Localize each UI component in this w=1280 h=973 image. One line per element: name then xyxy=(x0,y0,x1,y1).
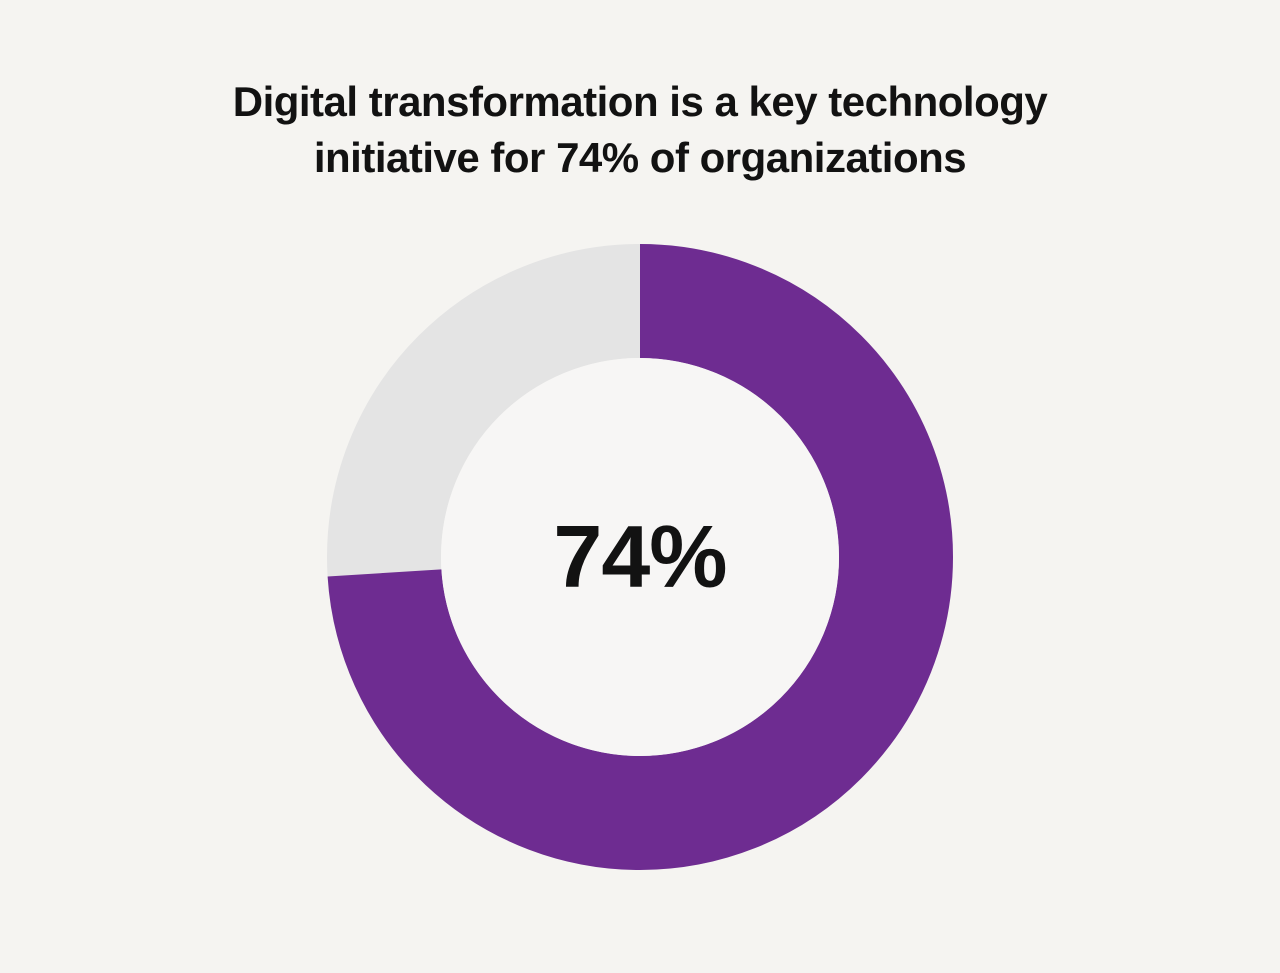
donut-chart: 74% xyxy=(326,243,954,871)
chart-title: Digital transformation is a key technolo… xyxy=(0,74,1280,186)
donut-svg xyxy=(327,244,953,870)
donut-segment-filled xyxy=(327,244,953,870)
chart-title-line-1: Digital transformation is a key technolo… xyxy=(232,78,1048,125)
donut-hole xyxy=(441,358,839,756)
chart-title-line-2: initiative for 74% of organizations xyxy=(313,134,967,181)
